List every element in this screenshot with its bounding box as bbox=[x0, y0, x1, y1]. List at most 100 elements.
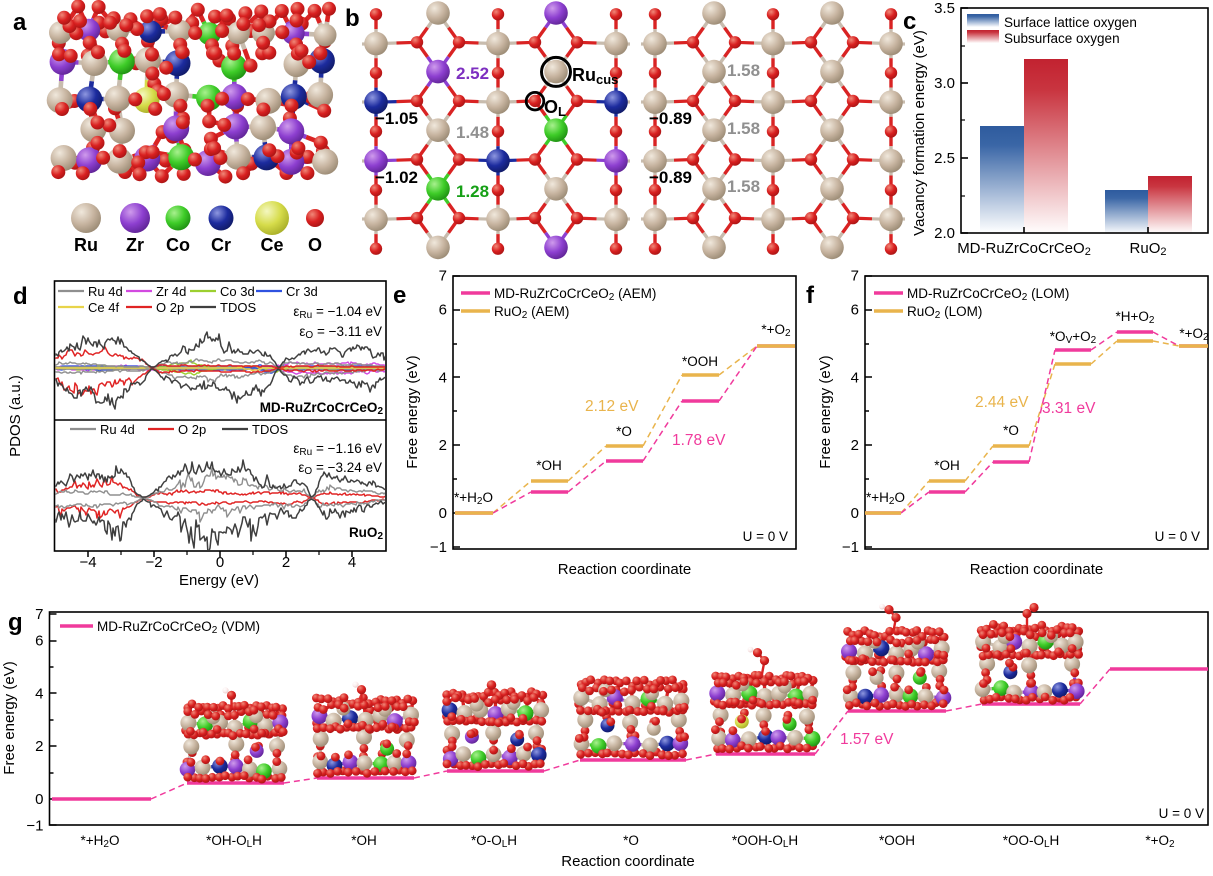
svg-text:Co: Co bbox=[166, 235, 190, 255]
svg-text:RuO2: RuO2 bbox=[349, 525, 384, 542]
svg-text:*+O2: *+O2 bbox=[761, 322, 791, 339]
svg-text:0: 0 bbox=[216, 554, 224, 571]
svg-text:TDOS: TDOS bbox=[220, 300, 256, 315]
svg-text:1.57 eV: 1.57 eV bbox=[840, 731, 894, 748]
svg-text:Subsurface oxygen: Subsurface oxygen bbox=[1004, 31, 1120, 46]
svg-text:2: 2 bbox=[851, 437, 859, 454]
svg-text:−0.89: −0.89 bbox=[649, 168, 692, 187]
svg-text:*OH: *OH bbox=[536, 458, 562, 473]
svg-text:U = 0 V: U = 0 V bbox=[1155, 529, 1200, 544]
svg-text:Ce 4f: Ce 4f bbox=[88, 300, 119, 315]
svg-text:*OOH-OLH: *OOH-OLH bbox=[732, 833, 798, 850]
svg-text:Free energy (eV): Free energy (eV) bbox=[404, 355, 421, 468]
svg-text:MD-RuZrCoCrCeO2: MD-RuZrCoCrCeO2 bbox=[260, 400, 384, 417]
svg-text:−1: −1 bbox=[842, 539, 859, 556]
svg-text:3.0: 3.0 bbox=[934, 75, 955, 92]
svg-text:−4: −4 bbox=[79, 554, 96, 571]
svg-text:*OV+O2: *OV+O2 bbox=[1050, 329, 1097, 346]
svg-text:*H+O2: *H+O2 bbox=[1116, 309, 1155, 326]
svg-text:O 2p: O 2p bbox=[156, 300, 184, 315]
svg-text:*+O2: *+O2 bbox=[1179, 326, 1209, 343]
svg-text:Cr 3d: Cr 3d bbox=[286, 284, 318, 299]
svg-text:Cr: Cr bbox=[211, 235, 231, 255]
svg-text:2.0: 2.0 bbox=[934, 225, 955, 242]
svg-text:4: 4 bbox=[35, 685, 43, 702]
svg-text:U = 0 V: U = 0 V bbox=[1159, 806, 1204, 821]
svg-text:2: 2 bbox=[282, 554, 290, 571]
svg-text:εRu = −1.04 eV: εRu = −1.04 eV bbox=[293, 304, 382, 321]
svg-text:*+H2O: *+H2O bbox=[454, 490, 493, 507]
svg-text:Reaction coordinate: Reaction coordinate bbox=[970, 561, 1103, 578]
svg-text:TDOS: TDOS bbox=[252, 422, 288, 437]
svg-text:RuO2: RuO2 bbox=[1130, 240, 1167, 258]
svg-text:Co 3d: Co 3d bbox=[220, 284, 255, 299]
svg-text:7: 7 bbox=[851, 268, 859, 285]
svg-text:εRu = −1.16 eV: εRu = −1.16 eV bbox=[293, 441, 382, 458]
svg-text:6: 6 bbox=[35, 633, 43, 650]
svg-text:U = 0 V: U = 0 V bbox=[743, 529, 788, 544]
svg-text:6: 6 bbox=[851, 302, 859, 319]
svg-text:MD-RuZrCoCrCeO2 (AEM): MD-RuZrCoCrCeO2 (AEM) bbox=[494, 286, 656, 303]
svg-text:d: d bbox=[13, 283, 28, 310]
svg-text:OL: OL bbox=[544, 97, 566, 119]
svg-text:Energy (eV): Energy (eV) bbox=[179, 572, 259, 589]
svg-text:*O: *O bbox=[623, 833, 639, 848]
svg-text:g: g bbox=[8, 609, 23, 636]
svg-text:*O: *O bbox=[616, 424, 632, 439]
svg-text:a: a bbox=[13, 9, 27, 36]
svg-text:−1: −1 bbox=[430, 539, 447, 556]
svg-text:*+H2O: *+H2O bbox=[866, 490, 905, 507]
svg-text:0: 0 bbox=[439, 505, 447, 522]
svg-text:MD-RuZrCoCrCeO2: MD-RuZrCoCrCeO2 bbox=[957, 240, 1091, 258]
svg-text:2.5: 2.5 bbox=[934, 150, 955, 167]
svg-text:O: O bbox=[308, 235, 322, 255]
svg-text:*+O2: *+O2 bbox=[1145, 833, 1175, 850]
svg-text:Ru 4d: Ru 4d bbox=[100, 422, 135, 437]
svg-text:1.48: 1.48 bbox=[456, 123, 489, 142]
svg-text:*OO-OLH: *OO-OLH bbox=[1003, 833, 1060, 850]
svg-text:Ce: Ce bbox=[260, 235, 283, 255]
svg-text:1.58: 1.58 bbox=[727, 61, 760, 80]
svg-text:−1: −1 bbox=[26, 817, 43, 834]
svg-text:Zr: Zr bbox=[126, 235, 144, 255]
svg-text:Ru 4d: Ru 4d bbox=[88, 284, 123, 299]
svg-text:*OOH: *OOH bbox=[879, 833, 915, 848]
svg-text:PDOS (a.u.): PDOS (a.u.) bbox=[7, 375, 24, 457]
svg-text:6: 6 bbox=[439, 302, 447, 319]
svg-text:c: c bbox=[903, 8, 916, 35]
svg-text:MD-RuZrCoCrCeO2 (VDM): MD-RuZrCoCrCeO2 (VDM) bbox=[97, 619, 260, 636]
svg-text:1.78 eV: 1.78 eV bbox=[672, 432, 726, 449]
svg-text:f: f bbox=[806, 282, 815, 309]
svg-text:Zr 4d: Zr 4d bbox=[156, 284, 186, 299]
svg-text:Reaction coordinate: Reaction coordinate bbox=[561, 853, 694, 870]
svg-text:−1.05: −1.05 bbox=[375, 109, 418, 128]
svg-text:2.44 eV: 2.44 eV bbox=[975, 394, 1029, 411]
svg-text:3.31 eV: 3.31 eV bbox=[1042, 400, 1096, 417]
svg-text:4: 4 bbox=[439, 369, 447, 386]
svg-text:Surface lattice oxygen: Surface lattice oxygen bbox=[1004, 15, 1137, 30]
svg-text:*OH-OLH: *OH-OLH bbox=[206, 833, 262, 850]
svg-text:b: b bbox=[345, 5, 360, 32]
svg-text:7: 7 bbox=[35, 606, 43, 623]
svg-text:O 2p: O 2p bbox=[178, 422, 206, 437]
svg-text:*OH: *OH bbox=[934, 458, 960, 473]
svg-text:Free energy (eV): Free energy (eV) bbox=[1, 661, 18, 774]
svg-text:εO = −3.11 eV: εO = −3.11 eV bbox=[299, 324, 382, 341]
svg-text:0: 0 bbox=[851, 505, 859, 522]
svg-text:2.12 eV: 2.12 eV bbox=[585, 398, 639, 415]
svg-text:2: 2 bbox=[439, 437, 447, 454]
svg-text:−1.02: −1.02 bbox=[375, 168, 418, 187]
svg-text:RuO2 (LOM): RuO2 (LOM) bbox=[907, 304, 982, 321]
svg-text:*OH: *OH bbox=[351, 833, 377, 848]
svg-text:*O: *O bbox=[1003, 423, 1019, 438]
svg-text:7: 7 bbox=[439, 268, 447, 285]
svg-text:4: 4 bbox=[851, 369, 859, 386]
svg-text:Ru: Ru bbox=[74, 235, 98, 255]
svg-text:MD-RuZrCoCrCeO2 (LOM): MD-RuZrCoCrCeO2 (LOM) bbox=[907, 286, 1069, 303]
svg-text:−0.89: −0.89 bbox=[649, 109, 692, 128]
svg-text:1.58: 1.58 bbox=[727, 119, 760, 138]
svg-text:Reaction coordinate: Reaction coordinate bbox=[558, 561, 691, 578]
svg-text:2: 2 bbox=[35, 738, 43, 755]
svg-text:*OOH: *OOH bbox=[682, 354, 718, 369]
svg-text:*+H2O: *+H2O bbox=[81, 833, 120, 850]
